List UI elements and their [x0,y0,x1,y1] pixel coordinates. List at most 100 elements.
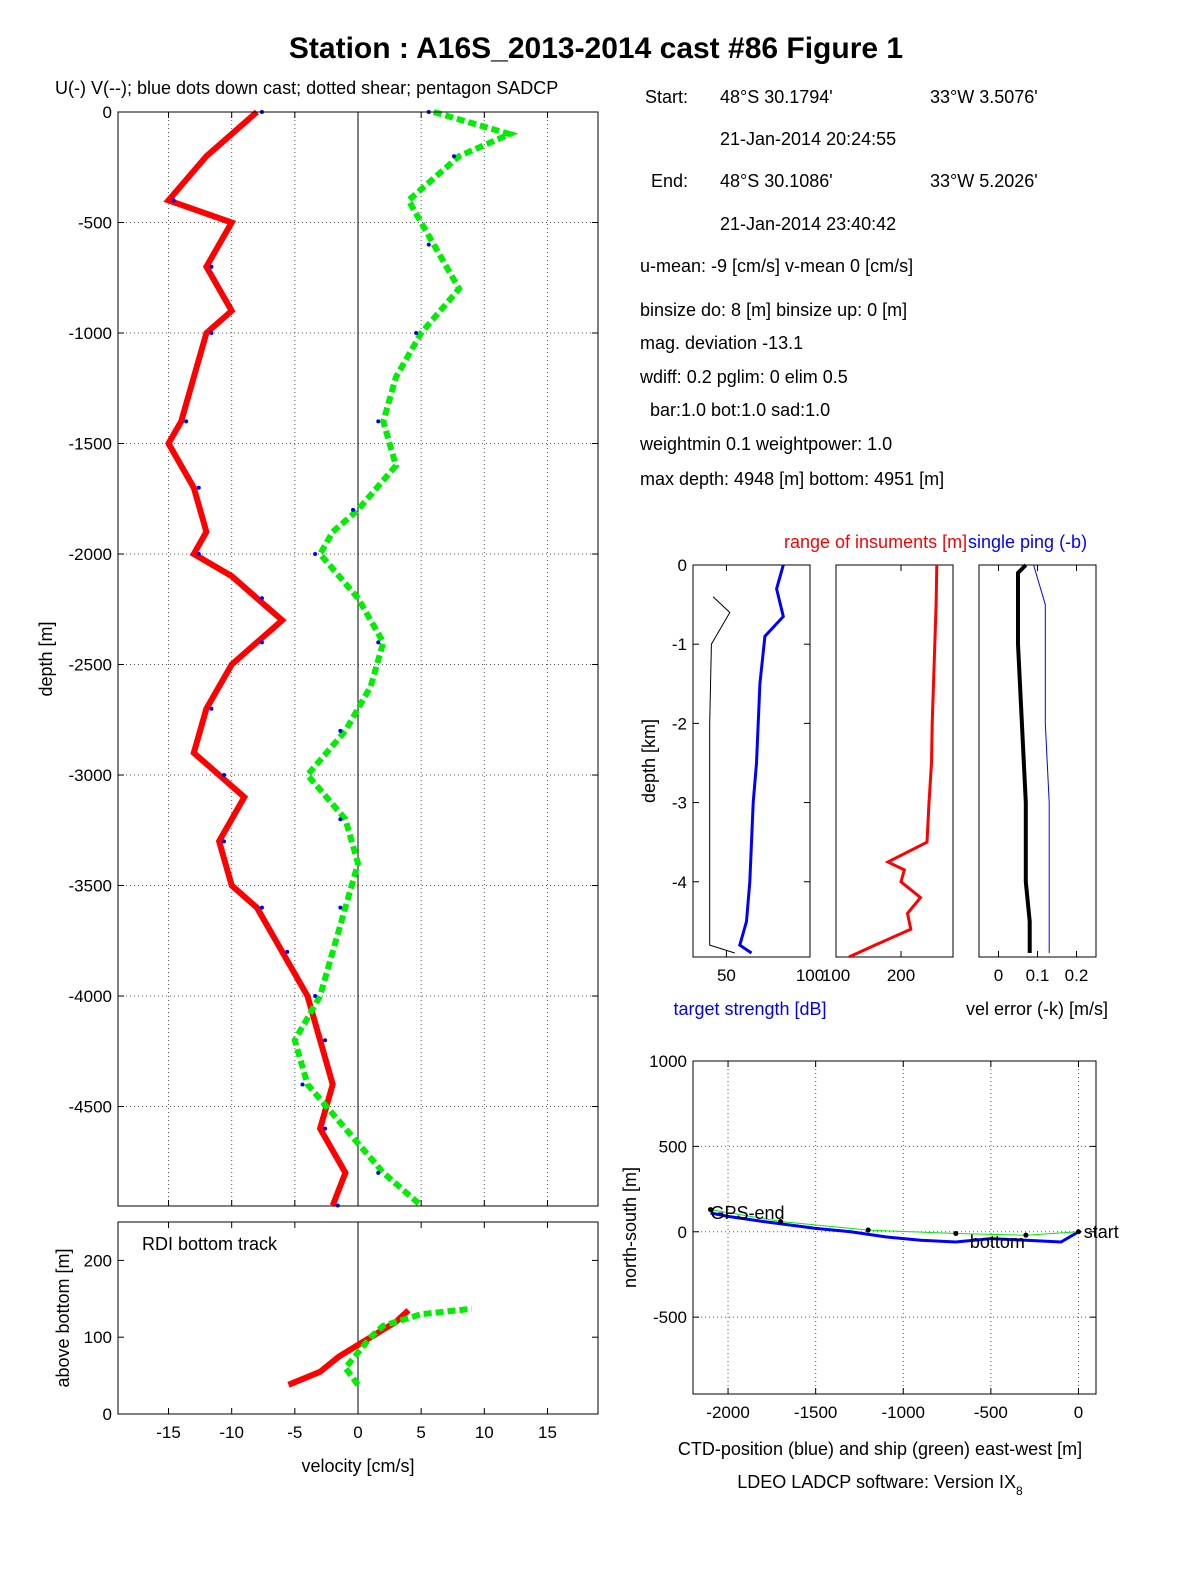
ship-position-marker [1023,1232,1029,1238]
axes-frame [692,564,811,958]
y-tick-label: -1 [672,635,687,654]
downcast-dot [351,507,355,512]
velocity-plot-title: U(-) V(--); blue dots down cast; dotted … [55,78,558,98]
v-velocity-line [291,109,519,1208]
magnetic-deviation: mag. deviation -13.1 [640,333,803,353]
velocity-profile-panel: 0 -500 -1000 -1500 -2000 -2500 -3000 -3500 -4000… [36,78,599,1208]
x-tick-label: 50 [717,966,736,985]
y-tick-label: -3500 [69,877,112,896]
downcast-dot [376,640,381,645]
ship-position-marker [953,1230,959,1236]
y-tick-label: 0 [678,1223,687,1242]
v-bottom-track-line [341,1305,473,1387]
y-tick-label: -3000 [69,766,112,785]
y-tick-label: -1500 [69,435,112,454]
ship-position-marker [1075,1229,1081,1235]
software-version: LDEO LADCP software: Version IX8 [737,1472,1023,1498]
target-strength-line [738,564,785,955]
x-tick-label: -1500 [794,1403,837,1422]
start-latitude: 48°S 30.1794' [720,87,833,107]
figure-title: Station : A16S_2013-2014 cast #86 Figure… [289,32,903,65]
axes-frame [117,1221,599,1415]
east-west-axis-label: CTD-position (blue) and ship (green) eas… [678,1439,1082,1459]
downcast-dot [209,706,214,711]
y-tick-label: -500 [653,1308,687,1327]
y-tick-label: 0 [678,556,687,575]
ship-track-line [710,1209,1079,1236]
y-tick-label: 0 [103,1405,112,1424]
instrument-range-panel: 100 200 range of insuments [m] [784,532,967,985]
y-tick-label: 1000 [649,1052,687,1071]
track-annotation: start [1084,1222,1119,1242]
start-label: Start: [645,87,688,107]
x-tick-label: 100 [796,966,824,985]
x-tick-label: 100 [822,966,850,985]
x-tick-label: 0 [994,966,1003,985]
y-tick-label: -4 [672,873,687,892]
downcast-dot [259,905,264,910]
start-longitude: 33°W 3.5076' [930,87,1038,107]
downcast-dot [426,242,431,247]
downcast-dot [376,1170,381,1175]
ship-track-panel: -2000 -1500 -1000 -500 0 1000 500 0 -500 GPS-end s… [620,1052,1119,1459]
y-tick-label: -500 [78,214,112,233]
ship-position-marker [778,1219,784,1225]
velocity-error-line [1016,563,1032,953]
depth-axis-label: depth [m] [36,621,56,696]
target-strength-panel: 50 100 0 -1 -2 -3 -4 target strength [dB] depth … [639,556,827,1019]
y-tick-label: 200 [84,1251,112,1270]
software-version-text: LDEO LADCP software: Version IX [737,1472,1016,1492]
y-tick-label: 100 [84,1328,112,1347]
downcast-dot [196,485,201,490]
software-version-sub: 8 [1016,1484,1023,1498]
downcast-dot [376,419,381,424]
x-tick-label: 15 [538,1423,557,1442]
downcast-dot [323,1038,328,1043]
ship-position-marker [865,1227,871,1233]
y-tick-label: 500 [659,1137,687,1156]
north-south-axis-label: north-south [m] [620,1167,640,1288]
downcast-dot [222,773,227,778]
downcast-dot [338,905,343,910]
binsize-info: binsize do: 8 [m] binsize up: 0 [m] [640,300,907,320]
instrument-range-title: range of insuments [m] [784,532,967,552]
y-tick-label: -1000 [69,324,112,343]
downcast-dot [300,1082,305,1087]
y-tick-label: -2000 [69,545,112,564]
y-tick-label: -2500 [69,656,112,675]
x-tick-label: 0 [1074,1403,1083,1422]
axes-frame [692,1060,1097,1395]
track-annotation: bottom [970,1232,1025,1252]
x-tick-label: 0.1 [1026,966,1050,985]
downcast-dot [196,552,201,557]
x-tick-label: 10 [475,1423,494,1442]
bottom-track-title: RDI bottom track [142,1234,278,1254]
axes-frame [835,564,954,958]
end-latitude: 48°S 30.1086' [720,171,833,191]
downcast-dot [259,596,264,601]
y-tick-label: 0 [103,103,112,122]
velocity-axis-label: velocity [cm/s] [301,1456,414,1476]
cast-info: Start: 48°S 30.1794' 33°W 3.5076' 21-Jan… [639,87,1038,489]
x-tick-label: -10 [219,1423,244,1442]
instrument-range-line [848,564,939,959]
ctd-track-line [710,1211,1080,1244]
x-tick-label: 0 [353,1423,362,1442]
weight-info: weightmin 0.1 weightpower: 1.0 [639,434,892,454]
x-tick-label: -15 [156,1423,181,1442]
downcast-dot [338,728,343,733]
downcast-dot [259,640,264,645]
single-ping-title: single ping (-b) [968,532,1087,552]
bar-info: bar:1.0 bot:1.0 sad:1.0 [650,400,830,420]
downcast-dot [285,949,290,954]
downcast-dot [452,154,457,159]
x-tick-label: -1000 [882,1403,925,1422]
y-tick-label: -4500 [69,1098,112,1117]
max-depth-info: max depth: 4948 [m] bottom: 4951 [m] [640,469,944,489]
x-tick-label: 5 [416,1423,425,1442]
depth-km-axis-label: depth [km] [639,719,659,803]
above-bottom-axis-label: above bottom [m] [53,1248,73,1387]
downcast-dot [171,198,176,203]
x-tick-label: -2000 [706,1403,749,1422]
